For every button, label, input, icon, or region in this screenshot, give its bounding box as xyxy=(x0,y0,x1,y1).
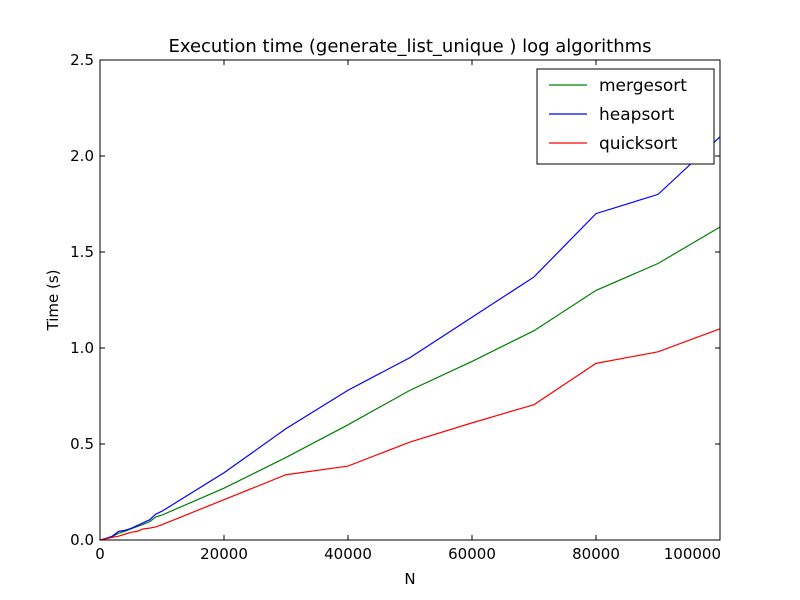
x-tick-label: 60000 xyxy=(448,545,496,563)
series-line-quicksort xyxy=(100,328,721,541)
series-line-mergesort xyxy=(100,226,721,541)
x-tick-label: 80000 xyxy=(572,545,620,563)
chart-title: Execution time (generate_list_unique ) l… xyxy=(168,36,651,57)
y-tick-label: 0.0 xyxy=(70,531,94,549)
series-layer xyxy=(100,136,721,541)
legend-label-mergesort: mergesort xyxy=(599,76,687,96)
series-line-heapsort xyxy=(100,136,721,541)
series-quicksort xyxy=(100,328,721,541)
x-tick-label: 0 xyxy=(95,545,105,563)
y-tick-label: 2.5 xyxy=(70,51,94,69)
legend: mergesort heapsort quicksort xyxy=(536,68,715,165)
legend-label-quicksort: quicksort xyxy=(599,134,678,154)
y-axis-label: Time (s) xyxy=(44,270,62,332)
x-tick-label: 20000 xyxy=(200,545,248,563)
y-tick-label: 1.5 xyxy=(70,243,94,261)
x-tick-label: 40000 xyxy=(324,545,372,563)
plot-frame xyxy=(99,59,721,541)
y-tick-label: 2.0 xyxy=(70,147,94,165)
legend-label-heapsort: heapsort xyxy=(599,105,675,125)
y-tick-label: 1.0 xyxy=(70,339,94,357)
ticks-layer: 0 20000 40000 60000 80000 100000 0.0 0.5 1.0 1.5 2… xyxy=(70,51,721,563)
y-tick-label: 0.5 xyxy=(70,435,94,453)
x-axis-label: N xyxy=(404,570,415,588)
x-tick-label: 100000 xyxy=(664,545,721,563)
